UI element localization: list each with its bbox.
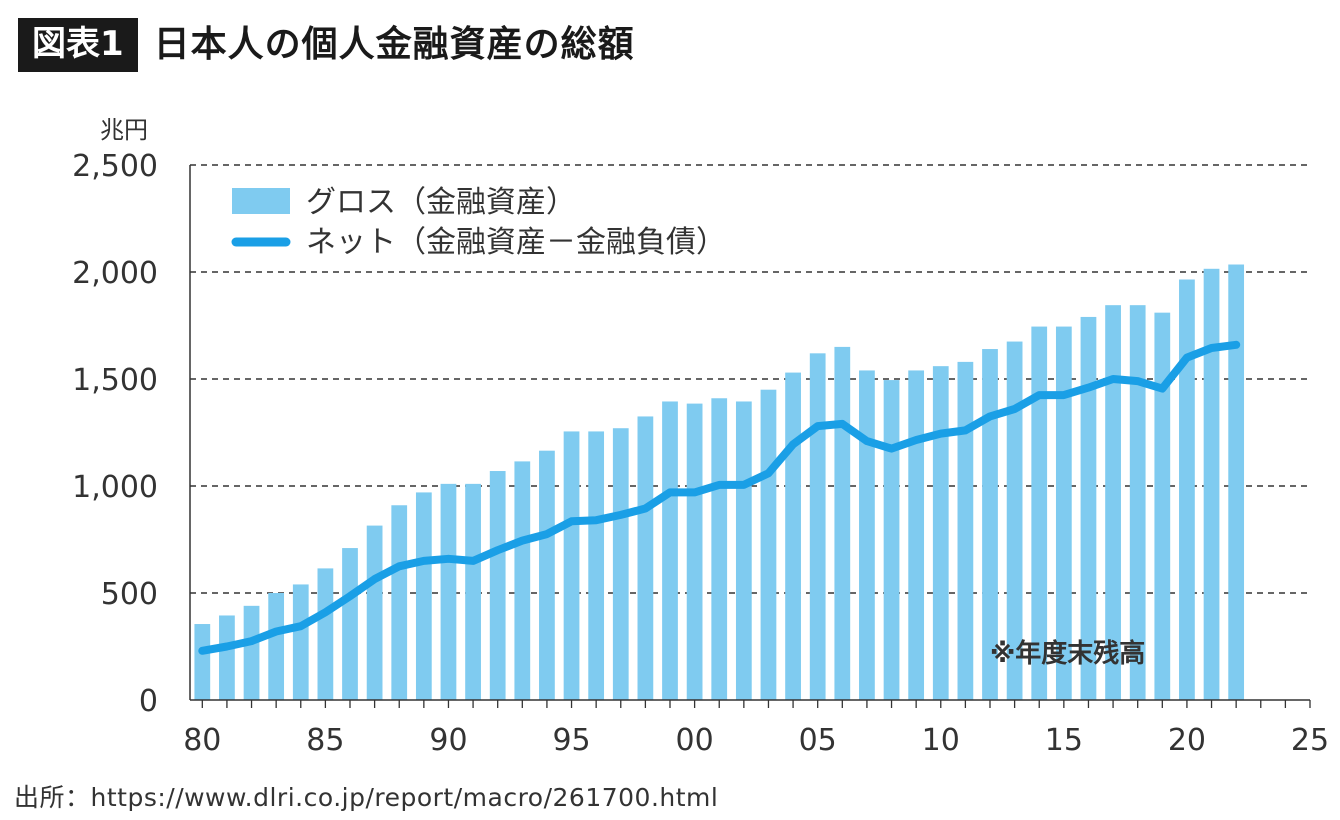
y-tick-label: 0 <box>139 684 158 719</box>
bar-2022 <box>1228 264 1245 700</box>
x-tick-label: 80 <box>183 723 221 758</box>
bar-2002 <box>735 401 752 700</box>
bar-2014 <box>1031 326 1048 700</box>
line-series <box>198 340 1241 655</box>
x-tick-label: 20 <box>1168 723 1206 758</box>
bar-2011 <box>957 361 974 700</box>
bar-1991 <box>465 483 481 700</box>
chart-area: 0 500 1,000 1,500 2,000 2,500 兆円 80 85 90 95 00 05 10… <box>72 116 1329 758</box>
x-tick-label: 10 <box>922 723 960 758</box>
bar-2004 <box>785 372 801 700</box>
bar-1988 <box>391 505 408 700</box>
source-note: 出所：https://www.dlri.co.jp/report/macro/2… <box>14 783 719 812</box>
y-tick-label: 1,000 <box>72 470 158 505</box>
y-tick-label: 2,500 <box>72 149 158 184</box>
x-tick-label: 90 <box>429 723 467 758</box>
bar-2001 <box>711 398 728 700</box>
bar-1981 <box>219 615 235 700</box>
bar-2015 <box>1055 326 1072 700</box>
bar-1987 <box>366 525 383 700</box>
x-tick-label: 15 <box>1045 723 1083 758</box>
figure-badge: 図表1 <box>18 18 138 72</box>
bar-1999 <box>662 401 678 700</box>
net-line <box>198 340 1241 655</box>
bar-1982 <box>243 605 260 700</box>
y-tick-label: 500 <box>101 577 158 612</box>
bar-1990 <box>440 483 457 700</box>
x-tick-label: 25 <box>1291 723 1329 758</box>
bar-2003 <box>760 389 777 700</box>
bar-2020 <box>1179 279 1195 700</box>
chart-title: 日本人の個人金融資産の総額 <box>153 24 635 65</box>
bar-2017 <box>1105 305 1121 700</box>
y-tick-label: 1,500 <box>72 363 158 398</box>
bar-1995 <box>563 431 580 700</box>
bar-2005 <box>809 353 826 700</box>
legend-label-gross: グロス（金融資産） <box>306 185 576 220</box>
bar-1994 <box>539 450 555 700</box>
bar-1986 <box>342 548 358 700</box>
bar-2008 <box>883 380 900 700</box>
bar-2009 <box>908 370 925 700</box>
bar-2012 <box>982 349 998 700</box>
legend-label-net: ネット（金融資産－金融負債） <box>306 225 726 260</box>
bar-2018 <box>1129 305 1146 700</box>
x-tick-label: 00 <box>676 723 714 758</box>
bar-1989 <box>415 492 432 700</box>
bar-2000 <box>686 403 703 700</box>
x-tick-label: 95 <box>552 723 590 758</box>
bar-2007 <box>859 370 875 700</box>
legend-swatch-gross <box>232 188 290 214</box>
legend: グロス（金融資産） ネット（金融資産－金融負債） <box>231 185 726 260</box>
bar-1984 <box>292 584 309 700</box>
chart-annotation: ※年度末残高 <box>990 638 1145 669</box>
bar-2021 <box>1203 268 1220 700</box>
bar-2006 <box>834 346 851 700</box>
y-axis-label: 兆円 <box>100 116 148 144</box>
bar-2019 <box>1154 312 1171 700</box>
x-tick-label: 85 <box>306 723 344 758</box>
bar-1980 <box>194 624 211 700</box>
bar-1996 <box>588 431 605 700</box>
bar-2016 <box>1080 316 1097 700</box>
bar-1997 <box>612 428 629 700</box>
bar-1993 <box>514 461 531 700</box>
bar-2013 <box>1006 341 1023 700</box>
bar-1983 <box>268 593 285 700</box>
axes: 0 500 1,000 1,500 2,000 2,500 兆円 80 85 90 95 00 05 10… <box>72 116 1329 758</box>
y-tick-label: 2,000 <box>72 256 158 291</box>
bar-2010 <box>932 366 949 700</box>
bar-series <box>194 264 1245 700</box>
x-tick-label: 05 <box>799 723 837 758</box>
bar-1998 <box>637 416 654 700</box>
bar-1992 <box>489 471 506 700</box>
chart-header: 図表1 日本人の個人金融資産の総額 <box>18 18 635 72</box>
bar-1985 <box>317 568 334 700</box>
